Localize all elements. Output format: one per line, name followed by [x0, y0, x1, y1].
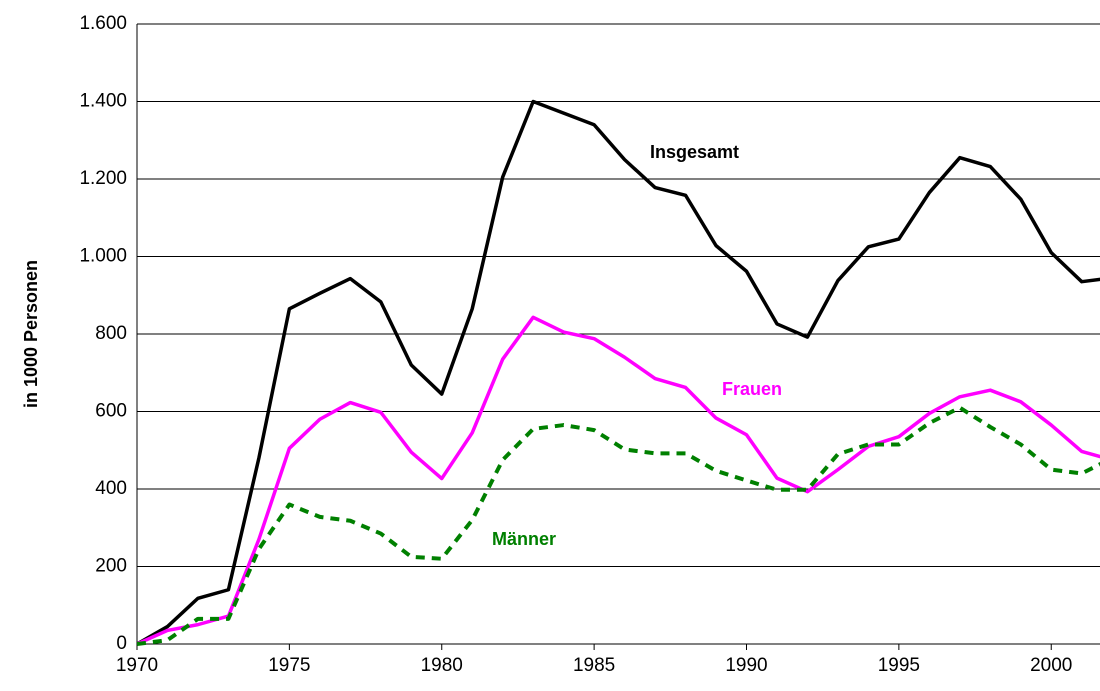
x-tick-label: 1975: [268, 655, 310, 676]
y-axis-label: in 1000 Personen: [21, 260, 41, 408]
series-label: Männer: [492, 529, 556, 549]
plot-area: [137, 99, 1100, 646]
y-tick-label: 0: [116, 633, 127, 654]
y-tick-label: 1.400: [79, 91, 127, 112]
series-label: Frauen: [722, 379, 782, 399]
y-tick-label: 1.000: [79, 246, 127, 267]
y-tick-label: 200: [95, 556, 127, 577]
y-tick-label: 400: [95, 478, 127, 499]
y-tick-label: 800: [95, 323, 127, 344]
series-line: [137, 315, 1100, 646]
x-tick-label: 1990: [725, 655, 767, 676]
y-tick-label: 600: [95, 401, 127, 422]
series-line: [137, 405, 1100, 646]
y-tick-label: 1.200: [79, 168, 127, 189]
x-tick-label: 1995: [878, 655, 920, 676]
x-tick-label: 1970: [116, 655, 158, 676]
x-tick-label: 1985: [573, 655, 615, 676]
y-tick-label: 1.600: [79, 13, 127, 34]
x-tick-label: 2000: [1030, 655, 1072, 676]
x-tick-label: 1980: [421, 655, 463, 676]
series-label: Insgesamt: [650, 142, 739, 162]
series-line: [137, 99, 1100, 646]
